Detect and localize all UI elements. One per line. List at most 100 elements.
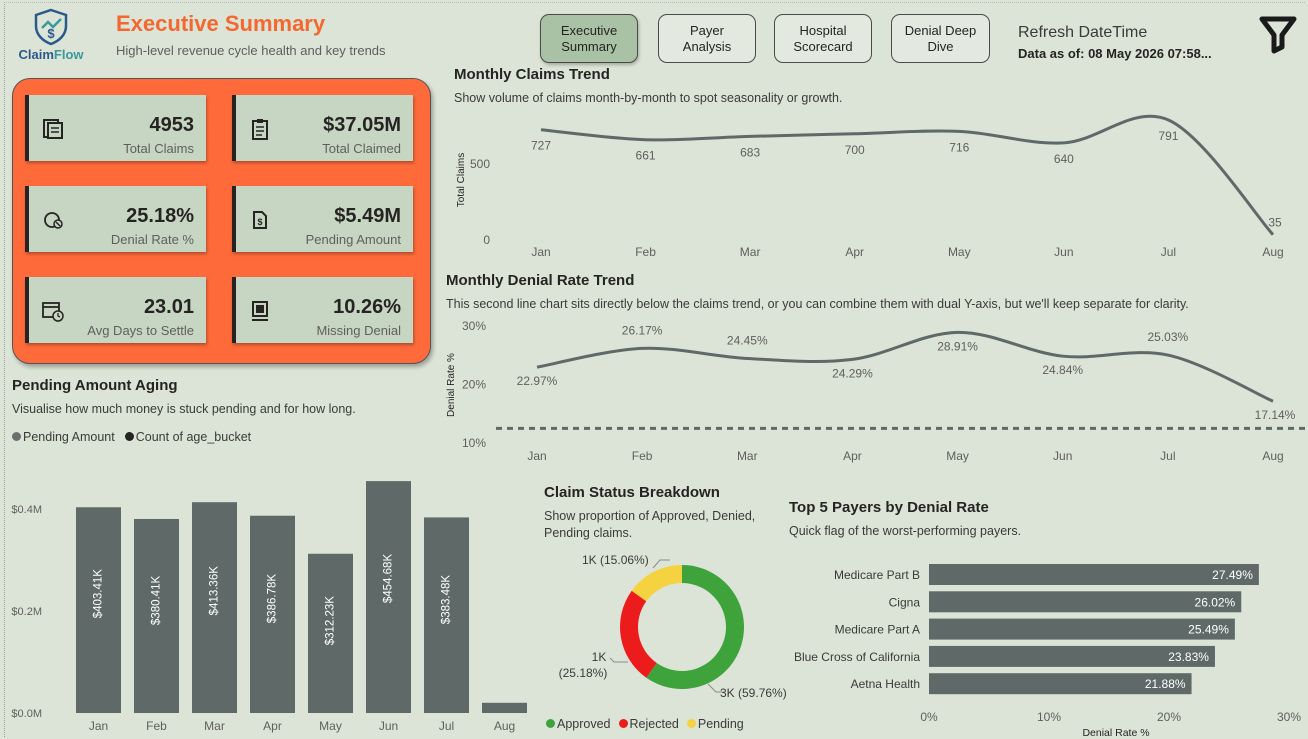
- nav-hospital-scorecard-button[interactable]: Hospital Scorecard: [774, 14, 872, 63]
- payer-data-label: 26.02%: [1195, 595, 1236, 609]
- kpi-card-avg-days-to-settle[interactable]: 23.01 Avg Days to Settle: [25, 277, 206, 343]
- nav-label: Payer Analysis: [682, 22, 732, 54]
- nav-payer-analysis-button[interactable]: Payer Analysis: [658, 14, 756, 63]
- claims-trend-line: [540, 114, 1275, 236]
- status-subtitle-line1: Show proportion of Approved, Denied,: [544, 509, 756, 523]
- legend-item-approved[interactable]: Approved: [546, 717, 611, 731]
- kpi-value: 23.01: [143, 296, 194, 318]
- kpi-label: Pending Amount: [305, 232, 401, 247]
- nav-label: Dive: [927, 38, 954, 54]
- legend-dot-icon: [546, 719, 555, 728]
- nav-label: Denial Deep: [904, 22, 977, 38]
- nav-label: Scorecard: [793, 38, 853, 54]
- denial-x-tick-label: Apr: [843, 449, 862, 463]
- claims-trend-subtitle: Show volume of claims month-by-month to …: [454, 91, 843, 105]
- legend-label: Rejected: [629, 717, 679, 731]
- aging-data-label: $383.48K: [441, 575, 453, 625]
- payer-x-axis-label: Denial Rate %: [1082, 727, 1149, 739]
- svg-text:$: $: [257, 217, 262, 227]
- legend-label: Count of age_bucket: [135, 430, 252, 444]
- claims-x-tick-label: Apr: [845, 245, 864, 259]
- kpi-value: 25.18%: [126, 205, 194, 227]
- denial-trend-title: Monthly Denial Rate Trend: [446, 272, 635, 289]
- legend-item-count-age-bucket[interactable]: Count of age_bucket: [124, 430, 252, 444]
- filter-icon[interactable]: [1258, 14, 1298, 54]
- claims-data-label: 727: [531, 139, 551, 153]
- payer-category-label: Medicare Part B: [834, 568, 920, 582]
- legend-label: Pending Amount: [23, 430, 115, 444]
- denial-data-label: 24.45%: [727, 333, 768, 347]
- denial-x-tick-label: Feb: [632, 449, 653, 463]
- aging-data-label: $380.41K: [151, 576, 163, 626]
- status-leader-line: [707, 683, 724, 693]
- aging-bar: [366, 481, 411, 713]
- payer-bar: [929, 673, 1192, 695]
- nav-executive-summary-button[interactable]: Executive Summary: [540, 14, 638, 63]
- payer-bar: [929, 645, 1215, 667]
- payer-data-label: 23.83%: [1168, 650, 1209, 664]
- payer-bar: [929, 564, 1259, 585]
- kpi-card-denial-rate[interactable]: 25.18% Denial Rate %: [25, 186, 206, 252]
- claims-data-label: 35: [1268, 216, 1282, 230]
- kpi-card-total-claimed[interactable]: $37.05M Total Claimed: [232, 95, 413, 161]
- kpi-label: Total Claims: [123, 141, 194, 156]
- claims-x-tick-label: Aug: [1262, 245, 1283, 259]
- payer-x-tick-label: 10%: [1037, 710, 1061, 724]
- payer-category-label: Cigna: [889, 595, 921, 609]
- status-slice-label: (25.18%): [559, 666, 608, 680]
- payer-bar: [929, 618, 1235, 640]
- page-subtitle: High-level revenue cycle health and key …: [116, 43, 386, 58]
- status-slice-label: 1K: [592, 650, 607, 664]
- aging-bar: [192, 502, 237, 713]
- kpi-card-missing-denial[interactable]: 10.26% Missing Denial: [232, 277, 413, 343]
- nav-label: Executive: [560, 22, 618, 38]
- kpi-label: Denial Rate %: [110, 232, 194, 247]
- denial-y-tick-label: 30%: [462, 319, 486, 333]
- aging-x-tick-label: Mar: [204, 719, 225, 733]
- legend-dot-icon: [686, 719, 696, 728]
- logo-text-flow: Flow: [53, 47, 84, 62]
- aging-subtitle: Visualise how much money is stuck pendin…: [12, 402, 356, 416]
- payer-bar: [929, 591, 1242, 613]
- aging-bar: [76, 507, 121, 713]
- claims-y-tick-label: 0: [483, 233, 490, 247]
- denial-data-label: 24.84%: [1042, 363, 1083, 377]
- payer-data-label: 27.49%: [1212, 568, 1253, 582]
- denial-icon: [44, 212, 63, 229]
- kpi-card-total-claims[interactable]: 4953 Total Claims: [25, 95, 206, 161]
- aging-x-tick-label: Feb: [146, 719, 167, 733]
- nav-denial-deep-dive-button[interactable]: Denial Deep Dive: [891, 14, 990, 63]
- denial-data-label: 26.17%: [622, 323, 663, 337]
- calendar-clock-icon: [42, 302, 64, 322]
- legend-dot-icon: [12, 432, 21, 441]
- legend-item-rejected[interactable]: Rejected: [618, 717, 679, 731]
- denial-data-label: 25.03%: [1148, 330, 1189, 344]
- denial-y-axis-label: Denial Rate %: [446, 353, 457, 417]
- refresh-datetime-title: Refresh DateTime: [1018, 24, 1148, 41]
- kpi-panel: 4953 Total Claims $37.05M Total Claimed …: [12, 78, 431, 364]
- aging-bar: [482, 702, 527, 713]
- legend-label: Pending: [697, 717, 744, 731]
- nav-label: Summary: [561, 38, 617, 54]
- claims-data-label: 640: [1054, 152, 1074, 166]
- status-slice-label: 1K (15.06%): [582, 553, 649, 567]
- denial-x-tick-label: Jan: [527, 449, 546, 463]
- kpi-value: 10.26%: [333, 296, 401, 318]
- denial-data-label: 17.14%: [1255, 408, 1296, 422]
- payer-x-tick-label: 0%: [920, 710, 938, 724]
- legend-item-pending[interactable]: Pending: [686, 717, 744, 731]
- payer-data-label: 25.49%: [1188, 623, 1229, 637]
- payers-title: Top 5 Payers by Denial Rate: [789, 499, 989, 516]
- denial-y-tick-label: 10%: [462, 436, 486, 450]
- kpi-card-pending-amount[interactable]: $ $5.49M Pending Amount: [232, 186, 413, 252]
- denial-data-label: 22.97%: [517, 374, 558, 388]
- denial-trend-subtitle: This second line chart sits directly bel…: [446, 297, 1189, 311]
- denial-x-tick-label: Jul: [1160, 449, 1175, 463]
- aging-x-tick-label: Jul: [439, 719, 454, 733]
- claims-data-label: 700: [845, 143, 865, 157]
- status-slice-approved: [646, 565, 744, 689]
- report-canvas: [4, 2, 1305, 737]
- legend-item-pending-amount[interactable]: Pending Amount: [12, 430, 115, 444]
- aging-x-tick-label: Jan: [89, 719, 108, 733]
